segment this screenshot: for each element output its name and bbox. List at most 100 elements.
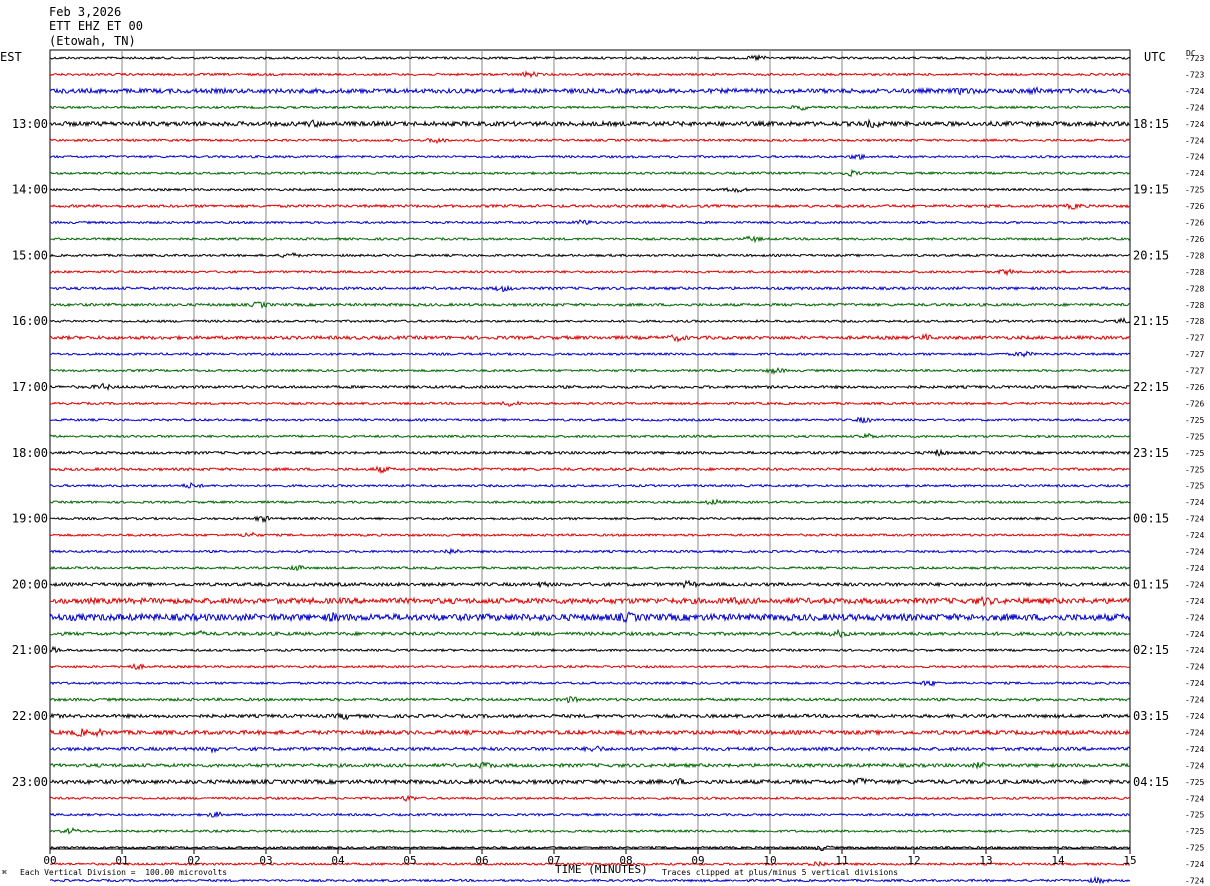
- dc-offset-label: -724: [1185, 136, 1204, 145]
- seismic-trace: [49, 104, 1131, 112]
- seismic-trace: [49, 761, 1131, 770]
- minute-grid: [49, 49, 1131, 850]
- x-tick-label: 00: [43, 854, 56, 867]
- seismic-trace: [49, 727, 1131, 738]
- seismic-trace: [49, 811, 1131, 819]
- left-hour-label: 23:00: [12, 775, 48, 789]
- seismic-trace: [49, 645, 1131, 653]
- right-hour-label: 03:15: [1133, 709, 1169, 723]
- station-label: ETT EHZ ET 00: [49, 19, 143, 33]
- seismic-trace: [49, 400, 1131, 407]
- seismic-trace: [49, 235, 1131, 244]
- dc-offset-label: -724: [1185, 679, 1204, 688]
- right-hour-label: 19:15: [1133, 183, 1169, 197]
- dc-offset-label: -724: [1185, 663, 1204, 672]
- right-hour-label: 20:15: [1133, 248, 1169, 262]
- logo-mark: ⌘: [2, 868, 7, 877]
- dc-offset-label: -724: [1185, 515, 1204, 524]
- seismic-trace: [49, 481, 1131, 489]
- trace-group: -723 -723 -724 -724 -724 13:00 18:15 -724 -724 -7…: [12, 53, 1204, 886]
- dc-offset-label: -724: [1185, 564, 1204, 573]
- seismic-trace: [49, 680, 1131, 687]
- dc-offset-label: -724: [1185, 728, 1204, 737]
- seismic-trace: [49, 118, 1131, 129]
- dc-offset-label: -728: [1185, 284, 1204, 293]
- dc-offset-label: -728: [1185, 301, 1204, 310]
- x-tick-label: 13: [979, 854, 992, 867]
- dc-offset-label: -724: [1185, 169, 1204, 178]
- dc-offset-label: -724: [1185, 153, 1204, 162]
- seismic-trace: [49, 219, 1131, 226]
- dc-offset-label: -724: [1185, 630, 1204, 639]
- seismic-trace: [49, 186, 1131, 194]
- dc-offset-label: -724: [1185, 613, 1204, 622]
- seismic-trace: [49, 696, 1131, 704]
- seismic-trace: [49, 86, 1131, 96]
- right-hour-label: 00:15: [1133, 512, 1169, 526]
- seismic-trace: [49, 448, 1131, 457]
- dc-offset-label: -723: [1185, 54, 1204, 63]
- dc-offset-label: -724: [1185, 531, 1204, 540]
- right-timezone-label: UTC: [1144, 50, 1166, 64]
- left-hour-label: 17:00: [12, 380, 48, 394]
- seismic-trace: [49, 547, 1131, 555]
- seismic-trace: [49, 515, 1131, 524]
- seismic-trace: [49, 860, 1131, 867]
- dc-offset-label: -724: [1185, 696, 1204, 705]
- seismic-trace: [49, 70, 1131, 79]
- dc-offset-label: -726: [1185, 235, 1204, 244]
- right-hour-label: 23:15: [1133, 446, 1169, 460]
- dc-offset-label: -725: [1185, 482, 1204, 491]
- location-label: (Etowah, TN): [49, 34, 136, 48]
- x-tick-label: 09: [691, 854, 704, 867]
- seismic-trace: [49, 827, 1131, 835]
- seismic-trace: [49, 712, 1131, 721]
- plot-frame: [49, 49, 1131, 850]
- right-hour-label: 22:15: [1133, 380, 1169, 394]
- seismic-trace: [49, 252, 1131, 259]
- x-tick-label: 04: [331, 854, 345, 867]
- seismic-trace: [49, 382, 1130, 392]
- dc-offset-label: -725: [1185, 449, 1204, 458]
- dc-offset-label: -724: [1185, 745, 1204, 754]
- dc-offset-label: -724: [1185, 103, 1204, 112]
- dc-offset-label: -725: [1185, 465, 1204, 474]
- dc-offset-label: -728: [1185, 317, 1204, 326]
- dc-offset-label: -723: [1185, 70, 1204, 79]
- dc-offset-label: -724: [1185, 548, 1204, 557]
- dc-offset-label: -724: [1185, 498, 1204, 507]
- x-tick-label: 08: [619, 854, 632, 867]
- dc-offset-label: -726: [1185, 202, 1204, 211]
- seismic-trace: [49, 332, 1131, 343]
- left-hour-label: 16:00: [12, 314, 48, 328]
- right-hour-label: 21:15: [1133, 314, 1169, 328]
- seismic-trace: [49, 745, 1131, 754]
- seismic-trace: [49, 416, 1130, 424]
- seismic-trace: [49, 168, 1131, 178]
- dc-offset-label: -724: [1185, 646, 1204, 655]
- dc-offset-label: -725: [1185, 844, 1204, 853]
- seismic-trace: [49, 662, 1131, 671]
- x-tick-label: 12: [907, 854, 920, 867]
- dc-offset-label: -724: [1185, 580, 1204, 589]
- seismic-trace: [49, 845, 1131, 851]
- x-tick-label: 14: [1051, 854, 1065, 867]
- seismic-trace: [49, 350, 1131, 358]
- dc-offset-label: -724: [1185, 761, 1204, 770]
- dc-offset-label: -725: [1185, 778, 1204, 787]
- seismic-trace: [49, 628, 1131, 639]
- x-tick-label: 06: [475, 854, 488, 867]
- dc-offset-label: -727: [1185, 350, 1204, 359]
- seismic-trace: [49, 579, 1131, 590]
- dc-offset-label: -725: [1185, 186, 1204, 195]
- seismic-trace: [49, 564, 1131, 572]
- dc-offset-label: -724: [1185, 712, 1204, 721]
- x-tick-label: 05: [403, 854, 416, 867]
- seismic-trace: [49, 137, 1131, 144]
- dc-offset-label: -727: [1185, 334, 1204, 343]
- x-tick-label: 01: [115, 854, 128, 867]
- seismic-trace: [49, 875, 1131, 885]
- x-axis-title: TIME (MINUTES): [555, 863, 648, 876]
- x-tick-label: 07: [547, 854, 560, 867]
